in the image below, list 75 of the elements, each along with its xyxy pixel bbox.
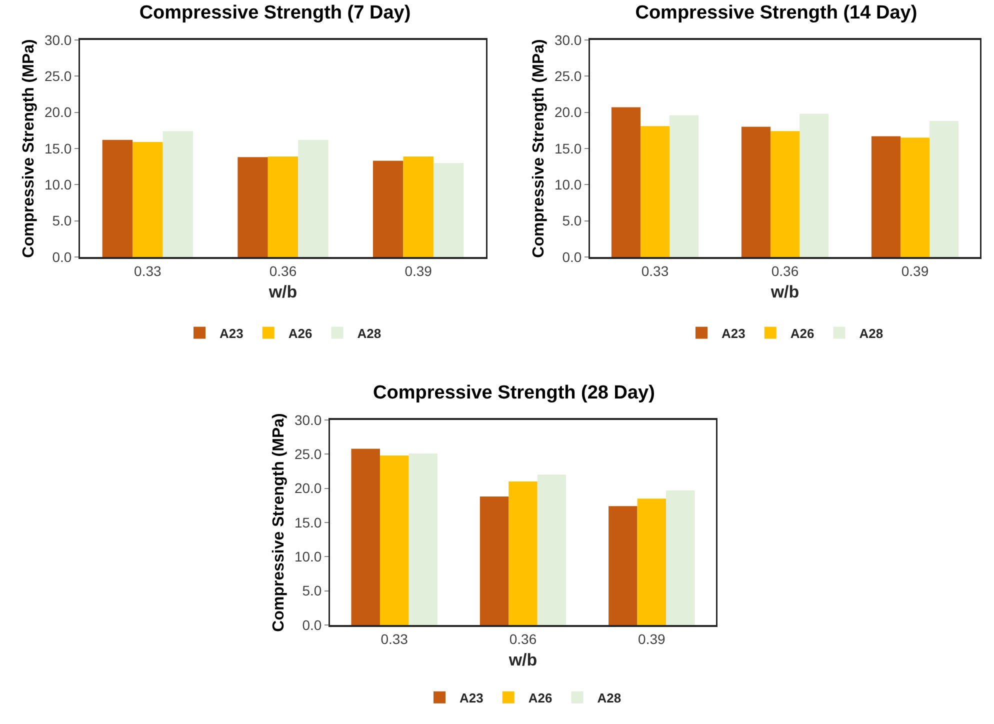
bar [298, 140, 328, 257]
y-tick-label: 5.0 [302, 582, 322, 599]
bar [162, 131, 193, 257]
bar [268, 156, 298, 257]
y-tick-label: 0.0 [562, 248, 582, 265]
x-axis-title: w/b [770, 282, 800, 302]
x-axis-title: w/b [508, 650, 538, 670]
x-tick-label: 0.39 [638, 630, 666, 647]
y-tick-label: 15.0 [44, 140, 72, 156]
bar [373, 160, 404, 257]
x-tick-label: 0.33 [134, 262, 162, 279]
chart-title: Compressive Strength (14 Day) [635, 2, 918, 24]
y-tick-label: 30.0 [294, 412, 322, 428]
x-tick-label: 0.36 [771, 262, 799, 279]
y-tick-label: 0.0 [52, 248, 72, 265]
x-axis-title: w/b [268, 282, 298, 302]
legend-label: A28 [357, 326, 382, 341]
y-axis-title: Compressive Strength (MPa) [270, 413, 288, 632]
y-axis-title: Compressive Strength (MPa) [530, 39, 548, 258]
legend-label: A26 [288, 326, 312, 341]
bar [480, 496, 509, 625]
bar [770, 131, 800, 257]
bar [670, 115, 699, 257]
y-tick-label: 20.0 [294, 480, 322, 496]
y-tick-label: 25.0 [554, 68, 582, 84]
y-tick-label: 30.0 [554, 32, 582, 48]
y-tick-label: 5.0 [562, 212, 582, 229]
x-tick-label: 0.39 [404, 262, 432, 279]
y-tick-label: 20.0 [44, 104, 72, 120]
y-tick-label: 15.0 [554, 140, 582, 156]
y-axis-title: Compressive Strength (MPa) [20, 39, 38, 258]
x-tick-label: 0.33 [380, 630, 408, 647]
bar [800, 114, 829, 257]
y-tick-label: 30.0 [44, 32, 72, 48]
y-tick-label: 20.0 [554, 104, 582, 120]
bar [637, 498, 666, 625]
y-tick-label: 15.0 [294, 514, 322, 530]
bar [640, 126, 670, 257]
y-tick-label: 25.0 [294, 446, 322, 462]
chart-title: Compressive Strength (7 Day) [139, 2, 411, 24]
x-tick-label: 0.36 [509, 630, 537, 647]
bar [930, 121, 959, 257]
legend-label: A23 [220, 326, 244, 341]
x-tick-label: 0.39 [901, 262, 929, 279]
bar [403, 156, 434, 257]
y-tick-label: 10.0 [554, 176, 582, 193]
legend-label: A28 [859, 326, 884, 341]
legend-label: A23 [722, 326, 746, 341]
y-tick-label: 5.0 [52, 212, 72, 229]
bar [666, 490, 695, 625]
x-tick-label: 0.33 [641, 262, 669, 279]
bar [741, 126, 770, 257]
bar [380, 456, 409, 625]
bar [611, 107, 640, 257]
y-tick-label: 10.0 [294, 548, 322, 565]
bar [132, 142, 163, 257]
bar [871, 136, 900, 257]
x-tick-label: 0.36 [269, 262, 297, 279]
legend-label: A26 [790, 326, 814, 341]
bar [608, 506, 638, 625]
bar [508, 482, 538, 625]
legend-label: A26 [528, 690, 552, 706]
y-tick-label: 25.0 [44, 68, 72, 84]
legend-label: A23 [460, 690, 484, 706]
y-tick-label: 0.0 [302, 616, 322, 633]
bar [408, 453, 438, 625]
bar [351, 448, 380, 625]
y-tick-label: 10.0 [44, 176, 72, 193]
bar [238, 157, 268, 257]
bar [537, 474, 566, 625]
legend-label: A28 [597, 690, 622, 706]
chart-title: Compressive Strength (28 Day) [373, 382, 655, 404]
bar [102, 140, 133, 257]
bar [900, 138, 930, 257]
bar [433, 162, 464, 257]
